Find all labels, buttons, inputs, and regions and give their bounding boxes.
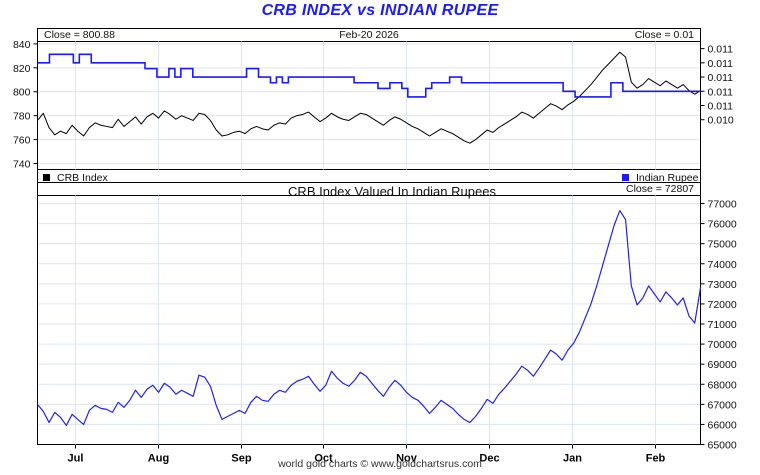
upper-y2-tick-label: 0.011 [708,101,734,113]
x-tick-label-sep: Sep [231,453,251,465]
lower-axis-ticks: 77000 76000 75000 74000 73000 72000 71000 70000… [700,199,737,452]
upper-y2-tick-label: 0.011 [708,86,734,98]
upper-y2-tick-label: 0.011 [708,72,734,84]
lower-y2-tick-label: 66000 [708,419,737,431]
lower-panel-frame [37,182,701,445]
legend-swatch-crb-index [43,174,50,181]
close-left-annotation: Close = 800.88 [44,29,115,41]
close-right-annotation: Close = 0.01 [635,29,694,41]
upper-y-tick-label: 800 [13,87,31,99]
gridlines-upper [37,43,701,165]
lower-y2-tick-label: 72000 [708,299,737,311]
date-annotation: Feb-20 2026 [339,29,399,41]
x-tick-label-oct: Oct [314,453,333,465]
lower-y2-tick-label: 76000 [708,219,737,231]
legend-label-indian-rupee: Indian Rupee [636,172,699,184]
lower-y2-tick-label: 74000 [708,259,737,271]
legend-label-crb-index: CRB Index [57,172,109,184]
x-axis-ticks: Jul Aug Sep Oct Nov Dec Jan Feb [68,41,666,465]
upper-y-tick-label: 780 [13,111,31,123]
lower-y2-tick-label: 77000 [708,199,737,211]
lower-y2-tick-label: 67000 [708,399,737,411]
series-line-crb-index [37,51,701,144]
x-tick-label-dec: Dec [479,453,499,465]
lower-y2-tick-label: 65000 [708,440,737,452]
x-tick-label-nov: Nov [396,453,418,465]
x-tick-label-feb: Feb [646,453,666,465]
series-line-indian-rupee [37,53,701,98]
lower-y2-tick-label: 69000 [708,359,737,371]
x-tick-label-jul: Jul [68,453,84,465]
lower-y2-tick-label: 71000 [708,319,737,331]
footer-credit: world gold charts © www.goldchartsrus.co… [277,458,482,470]
upper-y-tick-label: 760 [13,135,31,147]
series-line-crb-in-rupees [36,209,702,427]
upper-y-tick-label: 740 [13,159,31,171]
upper-y2-tick-label: 0.011 [708,44,734,56]
close-lower-annotation: Close = 72807 [626,183,694,195]
gridlines-lower [37,203,701,425]
lower-y2-tick-label: 70000 [708,339,737,351]
lower-panel-title: CRB Index Valued In Indian Rupees [288,184,496,199]
x-tick-label-aug: Aug [148,453,169,465]
upper-panel-frame [37,28,701,183]
page-title: CRB INDEX vs INDIAN RUPEE [261,2,499,19]
upper-y2-tick-label: 0.010 [708,115,734,127]
upper-axis-ticks: 840 820 800 780 760 740 0.011 0.011 0.011 0.011 0.… [13,39,734,171]
upper-y-tick-label: 820 [13,63,31,75]
legend-swatch-indian-rupee [622,174,629,181]
lower-y2-tick-label: 68000 [708,379,737,391]
lower-y2-tick-label: 73000 [708,279,737,291]
lower-y2-tick-label: 75000 [708,239,737,251]
upper-y2-tick-label: 0.011 [708,58,734,70]
upper-y-tick-label: 840 [13,39,31,51]
x-tick-label-jan: Jan [563,453,582,465]
